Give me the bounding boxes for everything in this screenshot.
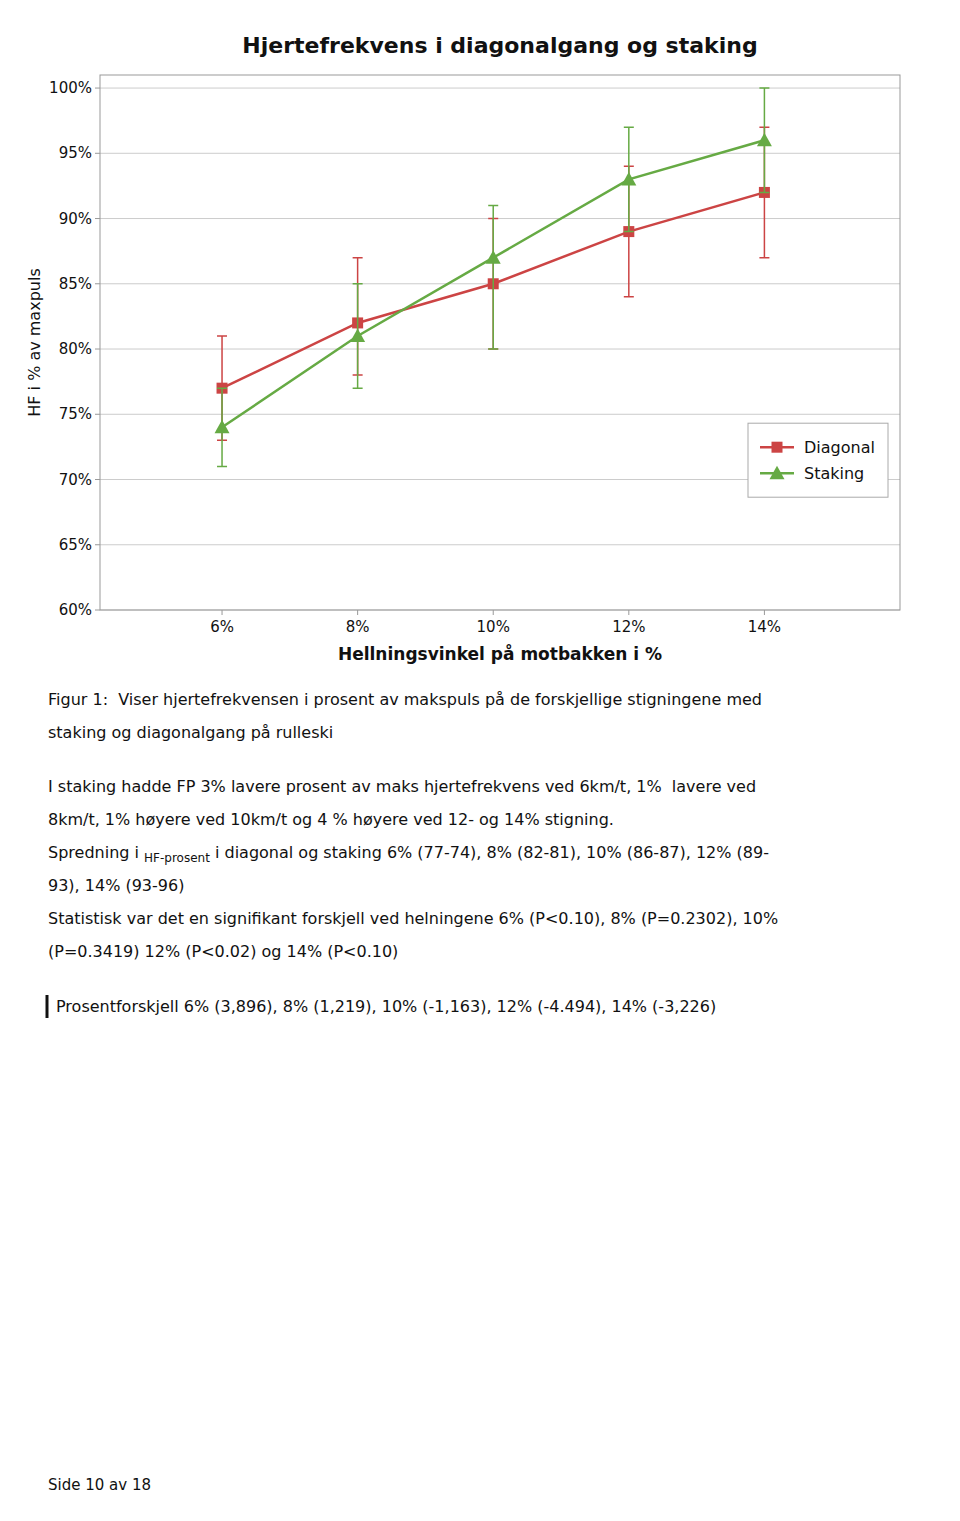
x-tick	[357, 610, 358, 615]
legend-marker	[770, 466, 785, 480]
x-tick	[764, 610, 765, 615]
y-tick-label: 90%	[59, 210, 92, 228]
data-point	[621, 172, 636, 186]
body-text: 93), 14% (93-96)	[48, 876, 184, 895]
y-tick	[95, 218, 100, 219]
body-text: Figur 1: Viser hjertefrekvensen i prosen…	[48, 690, 762, 709]
body-text: staking og diagonalgang på rulleski	[48, 723, 333, 742]
chart-title: Hjertefrekvens i diagonalgang og staking	[242, 33, 757, 58]
legend-marker	[772, 442, 783, 453]
series-line	[222, 192, 764, 388]
data-point	[350, 328, 365, 342]
plot-frame	[100, 75, 900, 610]
body-text: Spredning i HF-prosent i diagonal og sta…	[48, 843, 769, 865]
quote-bar	[46, 995, 49, 1018]
x-tick-label: 10%	[477, 618, 510, 636]
data-point	[215, 420, 230, 434]
y-tick	[95, 414, 100, 415]
error-bar	[488, 205, 498, 349]
y-tick	[95, 544, 100, 545]
y-tick-label: 80%	[59, 340, 92, 358]
body-text-part: i diagonal og staking 6% (77-74), 8% (82…	[210, 843, 769, 862]
body-text: I staking hadde FP 3% lavere prosent av …	[48, 777, 756, 796]
grid-line	[100, 153, 900, 154]
grid-line	[100, 544, 900, 545]
y-tick-label: 60%	[59, 601, 92, 619]
legend-box	[748, 423, 888, 497]
grid-line	[100, 349, 900, 350]
body-text: (P=0.3419) 12% (P<0.02) og 14% (P<0.10)	[48, 942, 398, 961]
y-tick-label: 95%	[59, 144, 92, 162]
y-axis-label: HF i % av maxpuls	[25, 268, 44, 416]
footer: Side 10 av 18	[48, 1476, 151, 1494]
body-text-part: Spredning i	[48, 843, 144, 862]
y-tick-label: 65%	[59, 536, 92, 554]
y-tick-label: 70%	[59, 471, 92, 489]
grid-line	[100, 88, 900, 89]
y-tick-label: 75%	[59, 405, 92, 423]
x-tick-label: 6%	[210, 618, 234, 636]
y-tick	[95, 88, 100, 89]
y-tick	[95, 153, 100, 154]
x-tick-label: 12%	[612, 618, 645, 636]
data-point	[757, 133, 772, 147]
x-tick-label: 8%	[346, 618, 370, 636]
legend: Diagonal Staking	[748, 423, 888, 497]
legend-label: Staking	[804, 464, 864, 483]
legend-label: Diagonal	[804, 438, 875, 457]
data-point	[486, 250, 501, 264]
body-text: Statistisk var det en signifikant forskj…	[48, 909, 778, 928]
body-text: Prosentforskjell 6% (3,896), 8% (1,219),…	[56, 997, 716, 1016]
x-tick	[493, 610, 494, 615]
series-line	[222, 140, 764, 427]
x-tick	[628, 610, 629, 615]
body-text: 8km/t, 1% høyere ved 10km/t og 4 % høyer…	[48, 810, 614, 829]
y-tick-label: 85%	[59, 275, 92, 293]
grid-line	[100, 414, 900, 415]
x-tick	[222, 610, 223, 615]
grid-line	[100, 218, 900, 219]
plot-area	[215, 88, 772, 466]
x-axis-label: Hellningsvinkel på motbakken i %	[338, 643, 662, 664]
y-tick	[95, 349, 100, 350]
y-tick	[95, 610, 100, 611]
y-tick	[95, 283, 100, 284]
body-text-part: HF-prosent	[144, 851, 210, 865]
y-tick	[95, 479, 100, 480]
y-tick-label: 100%	[49, 79, 92, 97]
page: Hjertefrekvens i diagonalgang og staking…	[0, 0, 960, 1521]
x-tick-label: 14%	[748, 618, 781, 636]
grid-line	[100, 283, 900, 284]
